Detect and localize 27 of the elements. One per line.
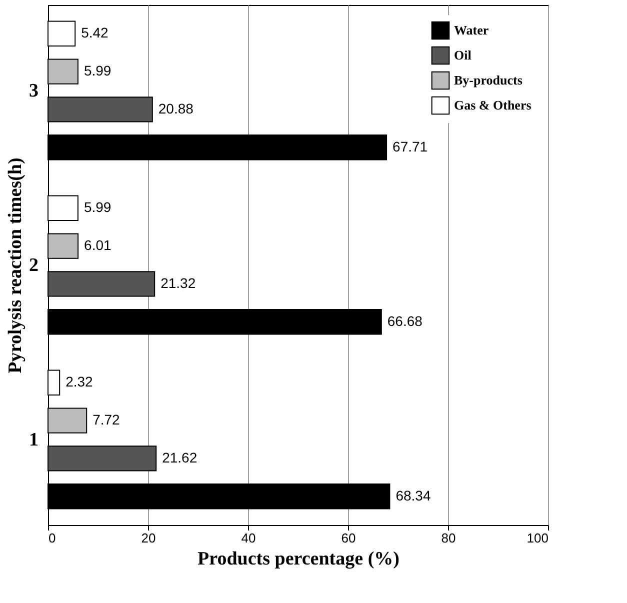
- data-label: 7.72: [92, 412, 120, 428]
- data-label: 66.68: [387, 312, 423, 329]
- data-label: 21.32: [160, 274, 196, 291]
- data-label: 5.42: [81, 24, 109, 41]
- legend-label: By-products: [454, 72, 522, 88]
- data-label: 68.34: [396, 487, 431, 504]
- data-label: 5.99: [84, 62, 112, 79]
- x-tick-label: 0: [48, 530, 56, 546]
- y-axis-title: Pyrolysis reaction times(h): [5, 158, 26, 374]
- x-tick-label: 80: [441, 530, 456, 546]
- data-label: 5.99: [84, 199, 112, 216]
- y-tick-label: 1: [29, 429, 38, 450]
- x-tick-label: 40: [241, 530, 256, 546]
- y-tick-label: 3: [29, 80, 38, 102]
- x-tick-label: 100: [526, 530, 548, 546]
- y-tick-label: 2: [29, 255, 38, 276]
- x-axis-title: Products percentage (%): [198, 548, 400, 570]
- legend-label: Gas & Others: [454, 98, 532, 112]
- data-label: 67.71: [392, 138, 428, 154]
- x-tick-label: 20: [141, 530, 156, 546]
- data-label: 6.01: [84, 237, 112, 254]
- legend-label: Water: [454, 22, 489, 38]
- legend-label: Oil: [454, 48, 472, 62]
- data-label: 21.62: [162, 449, 198, 466]
- x-tick-label: 60: [341, 530, 356, 546]
- data-label: 2.32: [66, 374, 94, 390]
- data-label: 20.88: [158, 100, 194, 116]
